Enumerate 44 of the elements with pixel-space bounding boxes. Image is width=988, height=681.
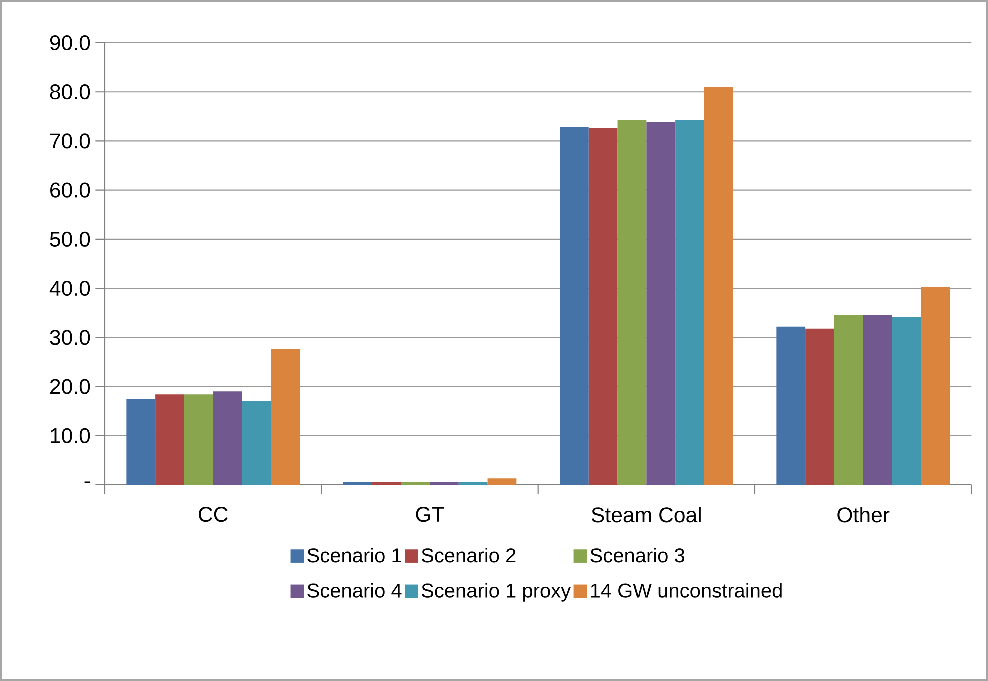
y-tick-label: 50.0: [50, 232, 90, 247]
legend-label: Scenario 4: [308, 583, 402, 598]
bar: [676, 120, 704, 485]
y-tick-label: 80.0: [50, 84, 90, 100]
bar: [401, 482, 430, 485]
bar: [271, 348, 300, 485]
bar: [806, 328, 834, 485]
bar: [776, 326, 806, 485]
bar: [242, 401, 272, 485]
y-tick-label: 10.0: [51, 428, 90, 444]
bar: [343, 482, 372, 485]
x-tick-label: Steam Coal: [592, 507, 701, 523]
x-tick-label: CC: [199, 507, 228, 522]
y-tick-label: 20.0: [50, 379, 90, 394]
legend-label: Scenario 3: [590, 548, 684, 563]
bar: [921, 287, 950, 485]
bar: [184, 394, 214, 485]
bar: [372, 482, 402, 485]
bar: [588, 128, 618, 485]
legend-label: Scenario 1: [308, 548, 402, 563]
y-tick-label: 40.0: [50, 281, 90, 296]
x-tick-label: Other: [838, 507, 890, 523]
bar: [646, 122, 676, 485]
bar: [156, 394, 184, 485]
bar: [213, 392, 242, 485]
y-tick-label: 60.0: [50, 182, 90, 198]
bar: [560, 127, 589, 485]
bar: [704, 87, 734, 485]
y-tick-label: 30.0: [50, 330, 90, 346]
bar: [430, 482, 459, 485]
legend-label: 14 GW unconstrained: [591, 583, 782, 598]
y-tick-label: 70.0: [50, 134, 90, 149]
bar: [458, 482, 488, 485]
bar: [618, 120, 647, 485]
bar: [126, 399, 156, 485]
legend-label: Scenario 2: [422, 548, 516, 563]
bar: [834, 315, 864, 485]
x-tick-label: GT: [416, 507, 444, 522]
y-tick-label: 90.0: [50, 35, 90, 51]
bar: [892, 318, 922, 485]
y-tick-label: -: [84, 482, 90, 484]
legend-label: Scenario 1 proxy: [422, 583, 572, 602]
bar: [863, 315, 892, 485]
bar: [488, 478, 517, 485]
